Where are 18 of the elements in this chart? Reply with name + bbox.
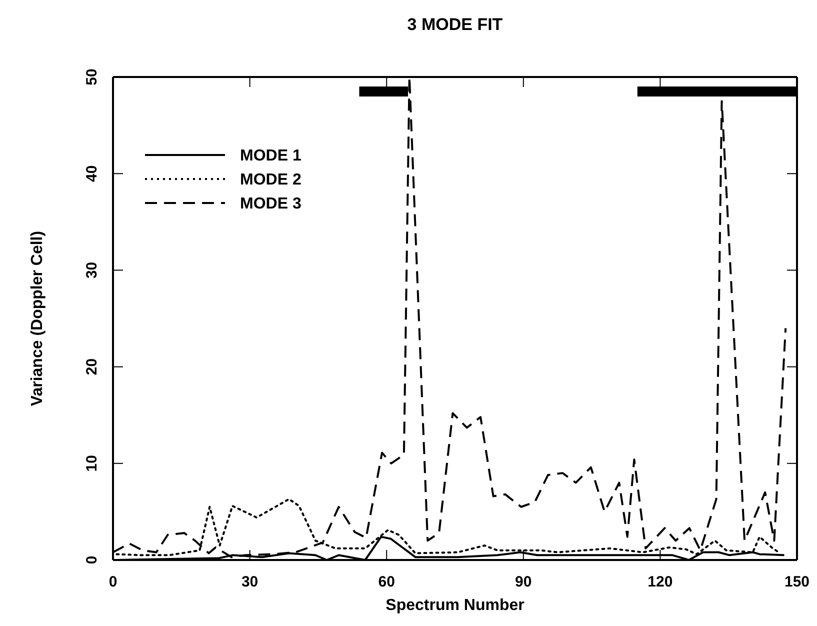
y-axis-title: Variance (Doppler Cell) — [29, 230, 46, 406]
legend-label: MODE 3 — [240, 196, 302, 213]
x-axis-title: Spectrum Number — [386, 597, 524, 614]
y-tick-label: 40 — [83, 165, 100, 182]
chart-title: 3 MODE FIT — [407, 15, 504, 34]
x-tick-label: 150 — [784, 574, 810, 591]
legend-label: MODE 2 — [240, 172, 302, 189]
y-tick-label: 30 — [83, 262, 100, 279]
x-tick-label: 120 — [648, 574, 673, 591]
y-tick-label: 10 — [83, 455, 100, 472]
y-tick-label: 0 — [83, 556, 100, 564]
y-tick-label: 50 — [83, 68, 100, 86]
x-tick-label: 30 — [241, 574, 258, 591]
y-tick-label: 20 — [83, 358, 100, 376]
x-tick-label: 90 — [515, 574, 532, 591]
x-tick-label: 60 — [378, 574, 395, 591]
x-tick-label: 0 — [108, 574, 118, 591]
legend-label: MODE 1 — [240, 148, 302, 165]
